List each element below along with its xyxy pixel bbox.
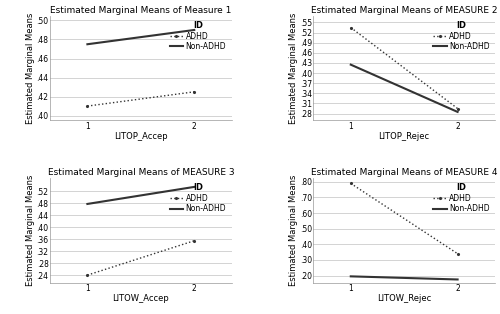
- Line: ADHD: ADHD: [349, 182, 460, 255]
- Y-axis label: Estimated Marginal Means: Estimated Marginal Means: [26, 12, 35, 124]
- Non-ADHD: [191, 28, 197, 32]
- Non-ADHD: [454, 110, 460, 114]
- Line: Non-ADHD: Non-ADHD: [351, 65, 458, 112]
- ADHD: [84, 273, 90, 277]
- X-axis label: LITOW_Rejec: LITOW_Rejec: [377, 295, 432, 303]
- Title: Estimated Marginal Means of MEASURE 2: Estimated Marginal Means of MEASURE 2: [311, 6, 498, 15]
- ADHD: [84, 104, 90, 108]
- Non-ADHD: [348, 63, 354, 67]
- X-axis label: LITOP_Accep: LITOP_Accep: [114, 132, 168, 141]
- ADHD: [348, 26, 354, 30]
- ADHD: [191, 239, 197, 243]
- Non-ADHD: [84, 202, 90, 206]
- Line: ADHD: ADHD: [86, 239, 196, 277]
- Legend: ADHD, Non-ADHD: ADHD, Non-ADHD: [432, 182, 491, 215]
- Line: ADHD: ADHD: [86, 90, 196, 108]
- Non-ADHD: [84, 42, 90, 46]
- Title: Estimated Marginal Means of MEASURE 3: Estimated Marginal Means of MEASURE 3: [48, 168, 234, 177]
- ADHD: [454, 252, 460, 256]
- Legend: ADHD, Non-ADHD: ADHD, Non-ADHD: [168, 19, 228, 53]
- ADHD: [454, 107, 460, 111]
- Non-ADHD: [454, 278, 460, 281]
- Y-axis label: Estimated Marginal Means: Estimated Marginal Means: [26, 175, 35, 286]
- Legend: ADHD, Non-ADHD: ADHD, Non-ADHD: [168, 182, 228, 215]
- Line: Non-ADHD: Non-ADHD: [88, 187, 194, 204]
- Line: Non-ADHD: Non-ADHD: [88, 30, 194, 44]
- Non-ADHD: [348, 274, 354, 278]
- Y-axis label: Estimated Marginal Means: Estimated Marginal Means: [290, 175, 298, 286]
- Title: Estimated Marginal Means of Measure 1: Estimated Marginal Means of Measure 1: [50, 6, 232, 15]
- Line: Non-ADHD: Non-ADHD: [351, 276, 458, 279]
- ADHD: [191, 90, 197, 94]
- Legend: ADHD, Non-ADHD: ADHD, Non-ADHD: [432, 19, 491, 53]
- ADHD: [348, 181, 354, 185]
- X-axis label: LITOW_Accep: LITOW_Accep: [112, 295, 169, 303]
- Title: Estimated Marginal Means of MEASURE 4: Estimated Marginal Means of MEASURE 4: [311, 168, 498, 177]
- Non-ADHD: [191, 185, 197, 189]
- Y-axis label: Estimated Marginal Means: Estimated Marginal Means: [290, 12, 298, 124]
- Line: ADHD: ADHD: [349, 26, 460, 110]
- X-axis label: LITOP_Rejec: LITOP_Rejec: [378, 132, 430, 141]
